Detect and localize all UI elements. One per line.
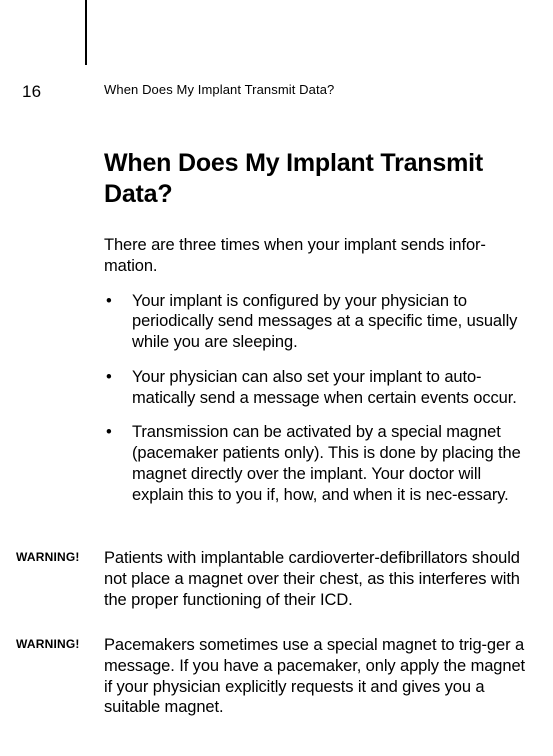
bullet-icon: • bbox=[106, 422, 112, 443]
intro-paragraph: There are three times when your implant … bbox=[104, 235, 526, 277]
running-head: When Does My Implant Transmit Data? bbox=[104, 82, 334, 97]
bullet-icon: • bbox=[106, 367, 112, 388]
list-item-text: Transmission can be activated by a speci… bbox=[132, 423, 521, 503]
list-item-text: Your physician can also set your implant… bbox=[132, 368, 517, 407]
list-item-text: Your implant is configured by your physi… bbox=[132, 292, 517, 352]
list-item: • Transmission can be activated by a spe… bbox=[104, 422, 526, 505]
bullet-icon: • bbox=[106, 291, 112, 312]
vertical-rule bbox=[85, 0, 87, 65]
list-item: • Your implant is configured by your phy… bbox=[104, 291, 526, 353]
warning-label: WARNING! bbox=[16, 550, 80, 564]
warning-label: WARNING! bbox=[16, 637, 80, 651]
page-number: 16 bbox=[22, 82, 41, 102]
warning-text: Patients with implantable cardioverter-d… bbox=[104, 548, 526, 610]
page: 16 When Does My Implant Transmit Data? W… bbox=[0, 0, 553, 756]
content-column: When Does My Implant Transmit Data? Ther… bbox=[104, 148, 526, 520]
page-title: When Does My Implant Transmit Data? bbox=[104, 148, 526, 209]
list-item: • Your physician can also set your impla… bbox=[104, 367, 526, 409]
bullet-list: • Your implant is configured by your phy… bbox=[104, 291, 526, 506]
warning-text: Pacemakers sometimes use a special magne… bbox=[104, 635, 526, 718]
